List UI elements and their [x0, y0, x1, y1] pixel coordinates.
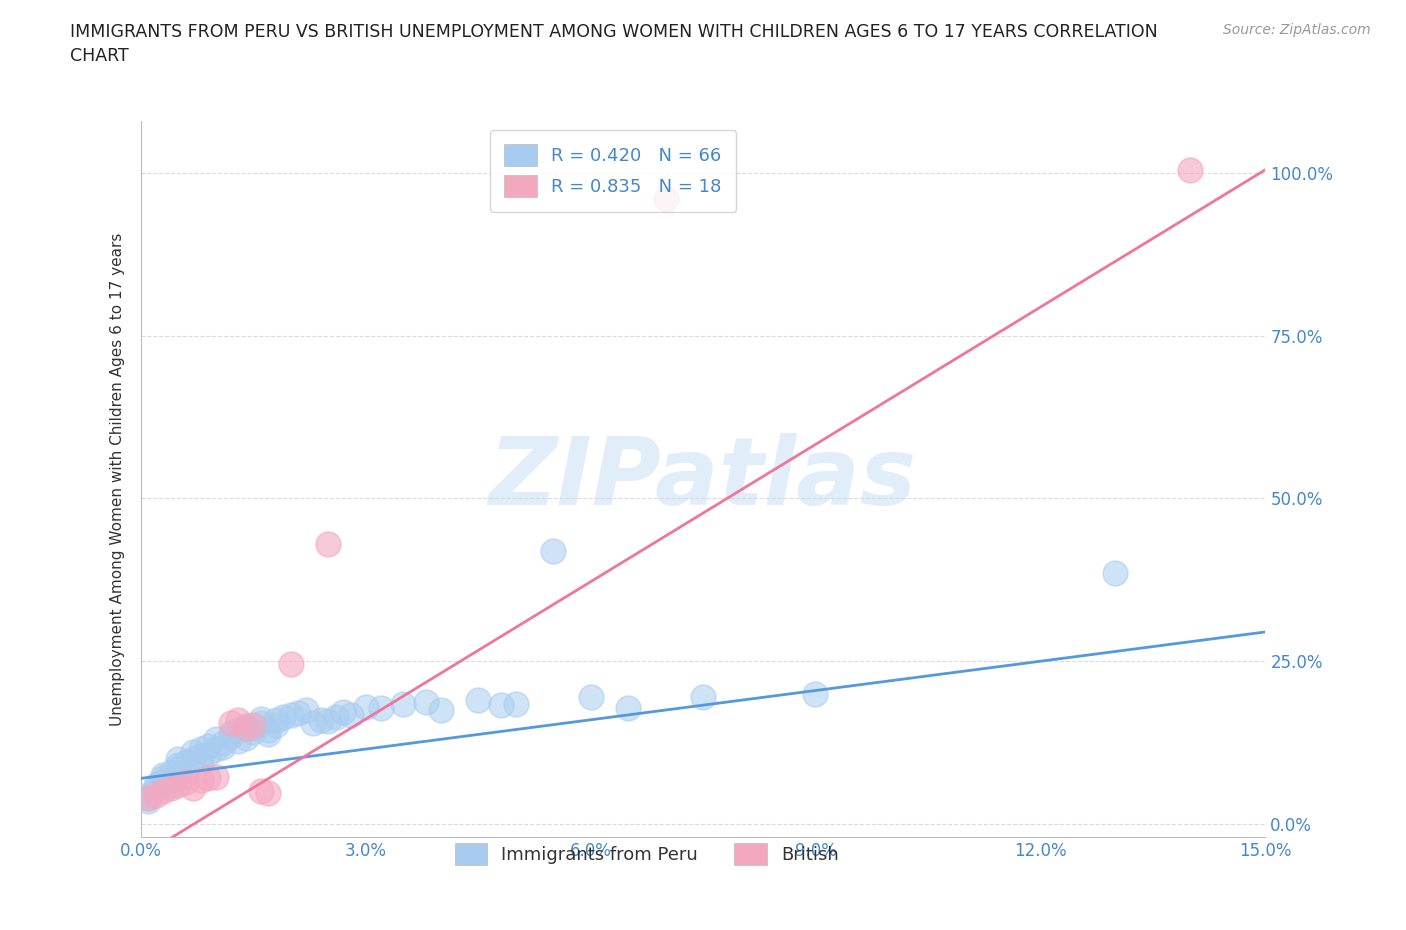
Point	[152, 768, 174, 783]
Point	[280, 658, 302, 672]
Point	[249, 716, 271, 731]
Point	[219, 729, 242, 744]
Point	[617, 700, 640, 715]
Point	[167, 777, 190, 792]
Point	[152, 771, 174, 786]
Text: ZIPatlas: ZIPatlas	[489, 433, 917, 525]
Point	[204, 732, 226, 747]
Point	[204, 770, 226, 785]
Point	[181, 781, 204, 796]
Point	[152, 784, 174, 799]
Point	[249, 784, 271, 799]
Point	[249, 711, 271, 726]
Point	[145, 787, 167, 802]
Point	[467, 693, 489, 708]
Point	[242, 724, 264, 739]
Legend: Immigrants from Peru, British: Immigrants from Peru, British	[440, 829, 853, 880]
Point	[226, 723, 249, 737]
Point	[167, 758, 190, 773]
Point	[212, 736, 235, 751]
Point	[219, 725, 242, 740]
Point	[145, 777, 167, 792]
Point	[219, 716, 242, 731]
Point	[257, 723, 280, 737]
Point	[235, 731, 257, 746]
Point	[197, 746, 219, 761]
Point	[264, 712, 287, 727]
Point	[167, 761, 190, 776]
Point	[190, 742, 212, 757]
Point	[174, 774, 197, 789]
Point	[226, 733, 249, 748]
Point	[174, 768, 197, 783]
Text: IMMIGRANTS FROM PERU VS BRITISH UNEMPLOYMENT AMONG WOMEN WITH CHILDREN AGES 6 TO: IMMIGRANTS FROM PERU VS BRITISH UNEMPLOY…	[70, 23, 1159, 65]
Point	[1104, 565, 1126, 580]
Point	[242, 720, 264, 735]
Point	[302, 716, 325, 731]
Point	[354, 699, 377, 714]
Point	[579, 690, 602, 705]
Point	[136, 790, 159, 805]
Point	[235, 720, 257, 735]
Point	[692, 690, 714, 705]
Point	[294, 703, 316, 718]
Point	[190, 772, 212, 787]
Point	[159, 772, 181, 787]
Point	[145, 781, 167, 796]
Point	[181, 745, 204, 760]
Point	[309, 712, 332, 727]
Point	[190, 748, 212, 763]
Point	[280, 707, 302, 722]
Point	[489, 698, 512, 713]
Point	[197, 738, 219, 753]
Point	[1180, 163, 1202, 178]
Point	[204, 742, 226, 757]
Point	[264, 718, 287, 733]
Point	[392, 696, 415, 711]
Point	[257, 785, 280, 800]
Point	[145, 784, 167, 799]
Point	[242, 718, 264, 733]
Point	[174, 755, 197, 770]
Text: Source: ZipAtlas.com: Source: ZipAtlas.com	[1223, 23, 1371, 37]
Point	[271, 710, 294, 724]
Point	[316, 537, 339, 551]
Point	[159, 781, 181, 796]
Point	[332, 705, 354, 720]
Point	[804, 686, 827, 701]
Point	[159, 764, 181, 779]
Point	[325, 710, 347, 724]
Point	[287, 706, 309, 721]
Point	[136, 787, 159, 802]
Point	[226, 712, 249, 727]
Point	[159, 777, 181, 792]
Point	[541, 543, 564, 558]
Point	[190, 755, 212, 770]
Point	[235, 719, 257, 734]
Point	[415, 694, 437, 709]
Point	[136, 794, 159, 809]
Point	[654, 192, 676, 206]
Y-axis label: Unemployment Among Women with Children Ages 6 to 17 years: Unemployment Among Women with Children A…	[110, 232, 125, 725]
Point	[257, 726, 280, 741]
Point	[136, 790, 159, 805]
Point	[505, 696, 527, 711]
Point	[167, 751, 190, 766]
Point	[339, 707, 361, 722]
Point	[212, 739, 235, 754]
Point	[370, 700, 392, 715]
Point	[197, 771, 219, 786]
Point	[152, 774, 174, 789]
Point	[181, 751, 204, 766]
Point	[429, 703, 451, 718]
Point	[316, 713, 339, 728]
